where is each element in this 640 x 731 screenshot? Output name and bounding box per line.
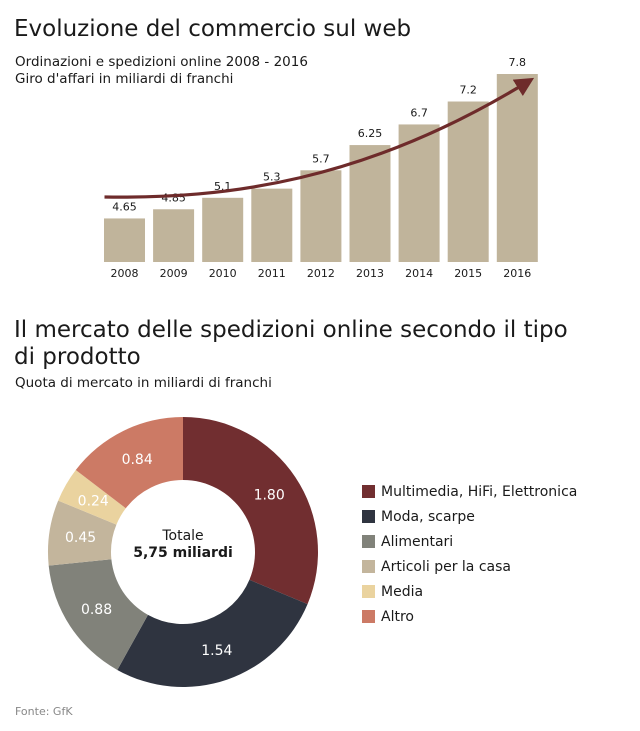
bar-2013 [349,145,391,262]
donut-legend: Multimedia, HiFi, Elettronica Moda, scarp… [362,479,577,629]
legend-item: Media [362,579,577,604]
legend-swatch [362,610,375,623]
slice-value-label: 1.54 [201,643,232,659]
bar-2010 [202,197,244,262]
chart1-title: Evoluzione del commercio sul web [14,16,412,42]
legend-swatch [362,535,375,548]
x-tick-label: 2013 [356,267,384,280]
bar-chart: 4.6520084.8520095.120105.320115.720126.2… [104,56,538,280]
legend-label: Multimedia, HiFi, Elettronica [381,483,578,500]
slice-value-label: 1.80 [254,488,285,504]
bar-value-label: 5.7 [312,152,330,165]
x-tick-label: 2016 [503,267,531,280]
donut-slice [183,417,319,605]
bar-value-label: 7.2 [459,84,477,97]
x-tick-label: 2015 [454,267,482,280]
legend-swatch [362,485,375,498]
chart1-unit-label: Giro d'affari in miliardi di franchi [15,71,234,87]
bar-value-label: 4.85 [161,191,186,204]
bar-value-label: 6.25 [358,127,383,140]
legend-swatch [362,560,375,573]
source-note: Fonte: GfK [15,705,73,718]
donut-slice [75,417,183,509]
slice-value-label: 0.88 [81,602,112,618]
bar-2008 [104,218,145,262]
legend-item: Moda, scarpe [362,504,577,529]
x-tick-label: 2012 [307,267,335,280]
bar-2012 [300,170,342,262]
x-tick-label: 2008 [111,267,139,280]
donut-center-label: Totale [162,528,204,544]
legend-swatch [362,585,375,598]
x-tick-label: 2014 [405,267,433,280]
donut-slice [48,500,117,566]
donut-center-total: 5,75 miliardi [133,545,233,561]
legend-label: Alimentari [381,533,454,550]
donut-slice [58,469,126,525]
legend-label: Articoli per la casa [381,558,511,575]
legend-label: Altro [381,608,414,625]
slice-value-label: 0.45 [65,530,96,546]
x-tick-label: 2010 [209,267,237,280]
trend-arrow [104,77,535,199]
bar-2015 [447,101,489,262]
bar-value-label: 6.7 [410,106,428,119]
chart2-subtitle: Quota di mercato in miliardi di franchi [15,375,272,391]
bar-2011 [251,188,293,262]
bar-2009 [153,209,195,262]
bar-2014 [398,124,440,262]
bar-2016 [496,74,538,262]
donut-slice [48,559,148,670]
bar-value-label: 4.65 [112,200,137,213]
legend-swatch [362,510,375,523]
chart1-subtitle: Ordinazioni e spedizioni online 2008 - 2… [15,54,308,70]
x-tick-label: 2009 [160,267,188,280]
legend-label: Moda, scarpe [381,508,475,525]
x-tick-label: 2011 [258,267,286,280]
bar-value-label: 7.8 [509,56,527,69]
legend-item: Alimentari [362,529,577,554]
legend-label: Media [381,583,424,600]
legend-item: Altro [362,604,577,629]
legend-item: Articoli per la casa [362,554,577,579]
slice-value-label: 0.84 [122,452,153,468]
donut-slice [117,579,308,687]
slice-value-label: 0.24 [78,493,109,509]
chart2-title: Il mercato delle spedizioni online secon… [14,317,568,370]
bar-value-label: 5.3 [263,171,281,184]
legend-item: Multimedia, HiFi, Elettronica [362,479,577,504]
